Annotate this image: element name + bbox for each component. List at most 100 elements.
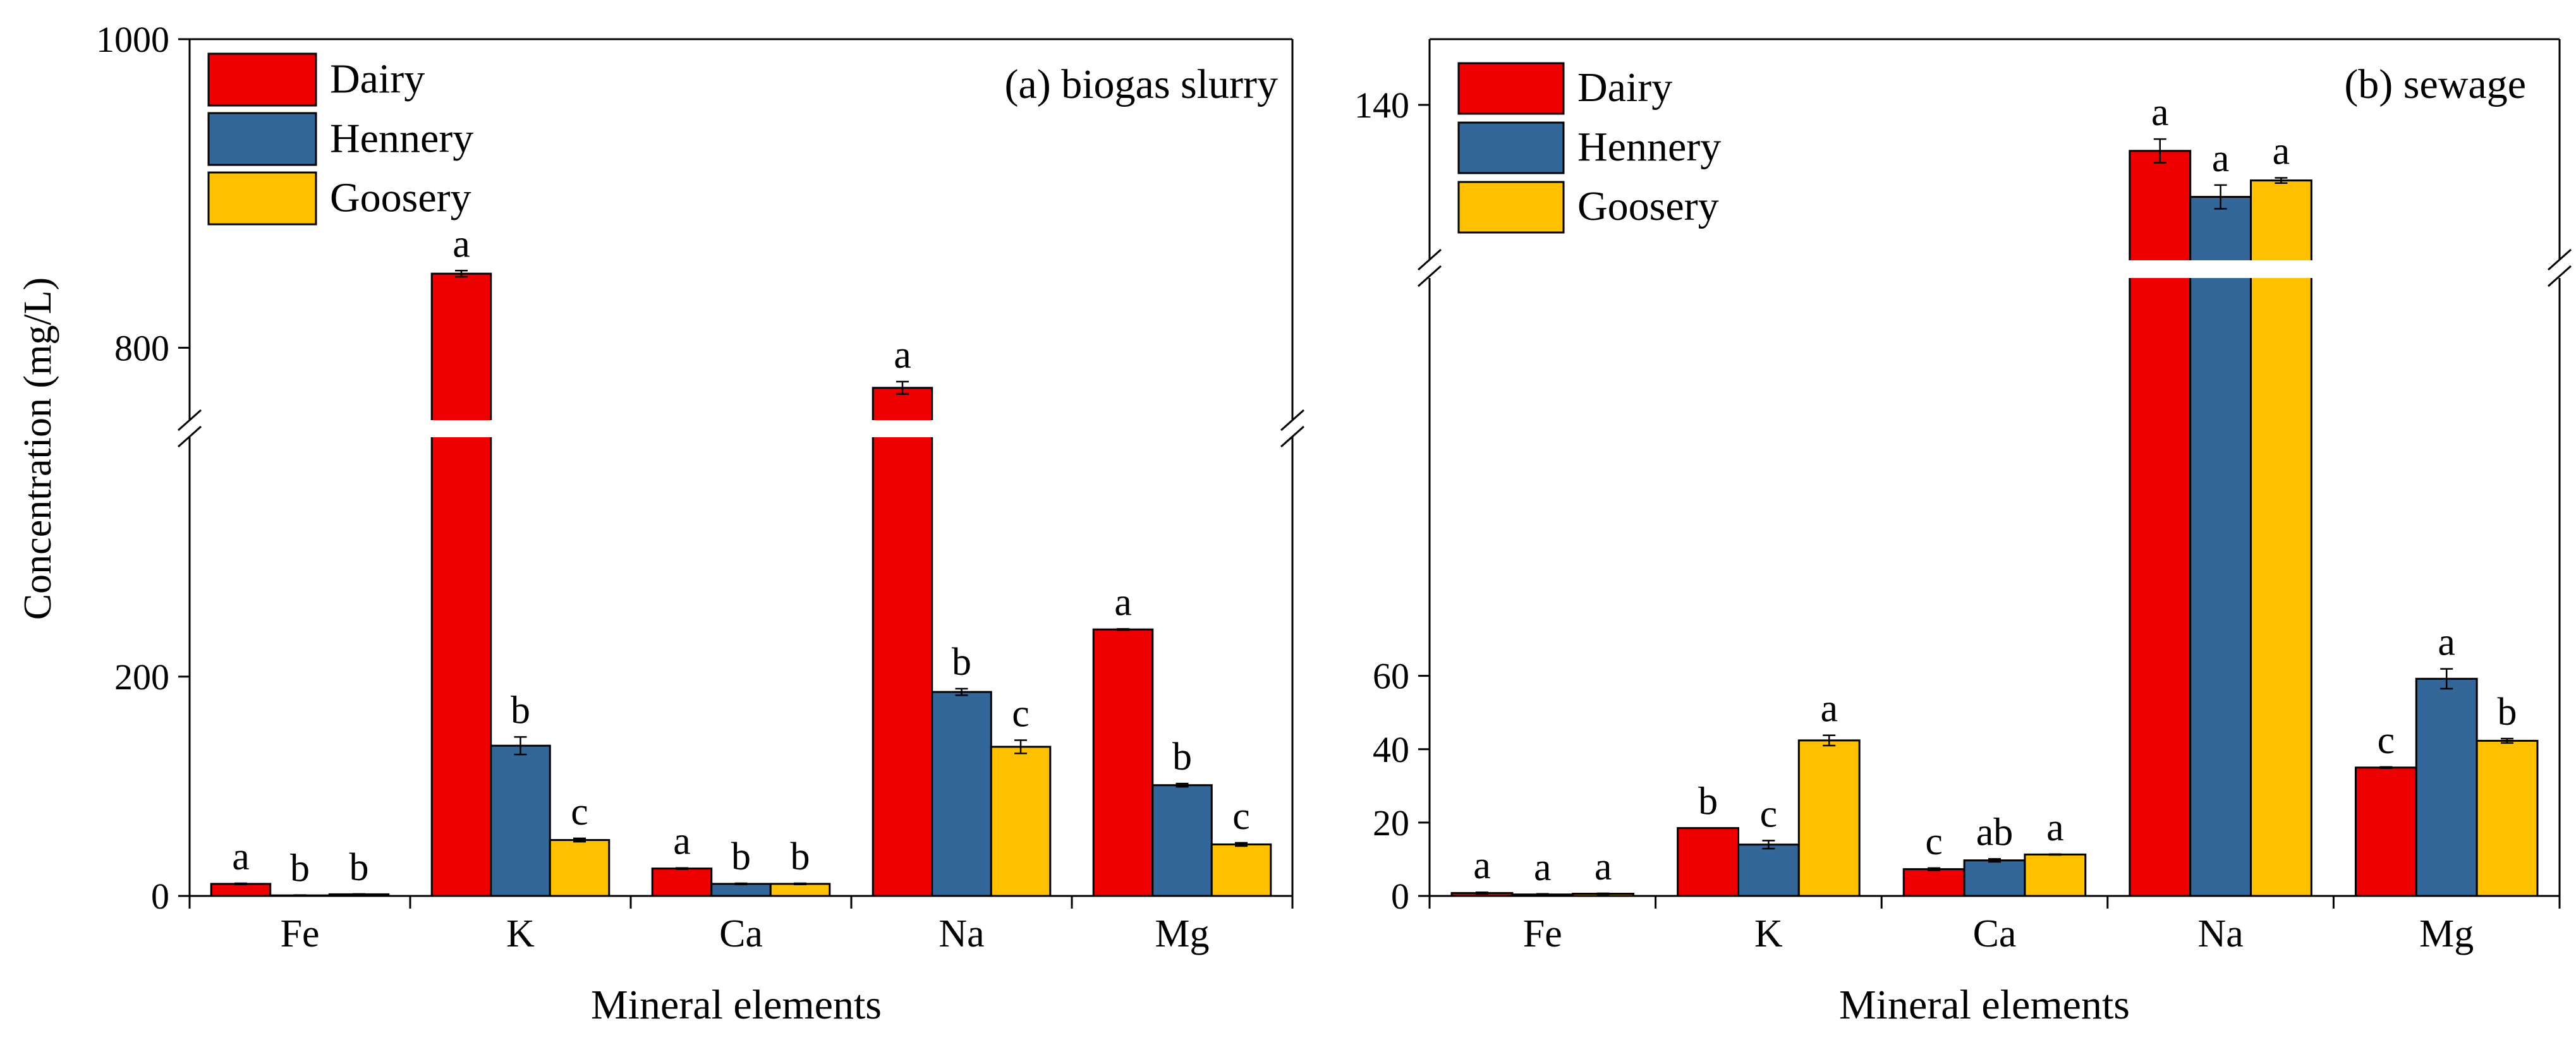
bar-goosery-mg (2476, 739, 2539, 897)
significance-label-hennery-ca: b (731, 835, 751, 878)
legend-label-dairy: Dairy (1577, 64, 1672, 111)
y-tick-label-1000: 1000 (96, 19, 169, 60)
significance-label-hennery-k: b (511, 689, 530, 732)
x-tick-label-k: K (1754, 912, 1783, 955)
significance-label-dairy-mg: c (2378, 719, 2395, 762)
bar-goosery-na (2250, 179, 2312, 897)
significance-label-dairy-ca: c (1925, 820, 1943, 863)
significance-label-hennery-mg: a (2438, 621, 2455, 664)
bar-hennery-k (1737, 843, 1800, 897)
significance-label-goosery-fe: b (349, 846, 369, 889)
legend-swatch-goosery (1457, 181, 1565, 234)
y-tick-label-60: 60 (1373, 656, 1409, 697)
bar-hennery-ca (1963, 859, 2026, 897)
bar-goosery-ca (2024, 853, 2087, 897)
panel-label: (a) biogas slurry (1004, 61, 1278, 107)
bar-goosery-ca (769, 883, 831, 897)
significance-label-dairy-mg: a (1114, 581, 1132, 624)
axis-break-mark-left-0 (1418, 248, 1442, 271)
significance-label-dairy-ca: a (673, 820, 691, 863)
legend-label-goosery: Goosery (1577, 183, 1719, 229)
significance-label-hennery-mg: b (1172, 735, 1192, 778)
x-tick-label-ca: Ca (1973, 912, 2017, 955)
bar-goosery-k (1797, 739, 1861, 897)
legend-swatch-hennery (207, 112, 317, 166)
panel-label: (b) sewage (2344, 61, 2526, 107)
bar-hennery-k (490, 744, 551, 897)
legend-swatch-hennery (1457, 121, 1565, 174)
axis-break-mark-left-1 (1418, 265, 1442, 287)
x-axis-title: Mineral elements (1839, 982, 2130, 1028)
axis-break-mark-right-1 (2548, 265, 2572, 287)
axis-break-mark-left-1 (178, 425, 202, 448)
bar-dairy-fe (210, 883, 272, 897)
x-axis-title: Mineral elements (591, 982, 882, 1028)
bar-dairy-k (1677, 827, 1739, 897)
significance-label-dairy-fe: a (232, 835, 250, 878)
significance-label-goosery-na: c (1012, 692, 1030, 735)
significance-label-goosery-fe: a (1595, 845, 1612, 888)
legend-swatch-dairy (1457, 62, 1565, 115)
y-tick-label-40: 40 (1373, 729, 1409, 770)
significance-label-dairy-fe: a (1473, 844, 1491, 887)
axis-break-mark-right-0 (2548, 248, 2572, 271)
y-tick-label-20: 20 (1373, 802, 1409, 843)
bar-dairy-mg (2354, 766, 2417, 897)
significance-label-hennery-fe: b (290, 847, 310, 890)
bar-hennery-mg (1151, 784, 1213, 897)
bar-dairy-na (872, 387, 933, 897)
legend-label-hennery: Hennery (1577, 124, 1721, 170)
x-tick-label-ca: Ca (719, 912, 763, 955)
x-tick-label-fe: Fe (1523, 912, 1562, 955)
significance-label-hennery-na: b (952, 641, 971, 684)
bar-hennery-na (931, 691, 992, 897)
bar-goosery-k (549, 838, 611, 897)
legend-swatch-goosery (207, 171, 317, 226)
bar-dairy-ca (651, 868, 713, 897)
significance-label-hennery-fe: a (1534, 846, 1552, 889)
y-tick-label-0: 0 (1391, 876, 1409, 917)
x-tick-label-na: Na (2197, 912, 2243, 955)
significance-label-hennery-na: a (2212, 137, 2230, 180)
significance-label-goosery-mg: c (1232, 795, 1250, 838)
x-tick-label-mg: Mg (1155, 912, 1209, 955)
significance-label-hennery-ca: ab (1976, 811, 2014, 854)
axis-break-mark-right-0 (1280, 409, 1304, 432)
legend-swatch-dairy (207, 52, 317, 107)
significance-label-goosery-ca: a (2046, 806, 2064, 849)
significance-label-dairy-na: a (2151, 91, 2169, 134)
x-tick-label-mg: Mg (2419, 912, 2474, 955)
x-tick-label-fe: Fe (281, 912, 320, 955)
bar-hennery-ca (710, 883, 772, 897)
axis-break-gap (171, 420, 1311, 437)
y-tick-label-0: 0 (151, 876, 169, 917)
axis-break-mark-left-0 (178, 409, 202, 432)
y-tick-label-200: 200 (114, 656, 169, 698)
legend-label-goosery: Goosery (330, 175, 471, 221)
bar-goosery-mg (1210, 843, 1272, 897)
y-tick-label-800: 800 (114, 327, 169, 368)
significance-label-hennery-k: c (1760, 792, 1778, 835)
bar-dairy-mg (1092, 628, 1154, 897)
significance-label-goosery-k: c (571, 790, 588, 833)
y-tick-label-140: 140 (1354, 85, 1409, 126)
bar-hennery-mg (2415, 677, 2478, 897)
y-axis-label: Concentration (mg/L) (16, 277, 59, 620)
x-tick-label-k: K (506, 912, 535, 955)
bar-dairy-k (430, 272, 492, 897)
bar-dairy-ca (1902, 868, 1965, 897)
significance-label-goosery-na: a (2273, 130, 2290, 172)
axis-break-mark-right-1 (1280, 425, 1304, 448)
legend-label-hennery: Hennery (330, 116, 473, 162)
significance-label-dairy-k: b (1698, 780, 1718, 823)
bar-hennery-na (2189, 196, 2252, 897)
bar-goosery-na (990, 746, 1052, 897)
axis-break-gap (1411, 260, 2576, 278)
significance-label-dairy-na: a (894, 334, 911, 377)
significance-label-goosery-mg: b (2498, 691, 2517, 734)
significance-label-dairy-k: a (453, 222, 470, 265)
x-tick-label-na: Na (939, 912, 984, 955)
significance-label-goosery-ca: b (791, 835, 810, 878)
